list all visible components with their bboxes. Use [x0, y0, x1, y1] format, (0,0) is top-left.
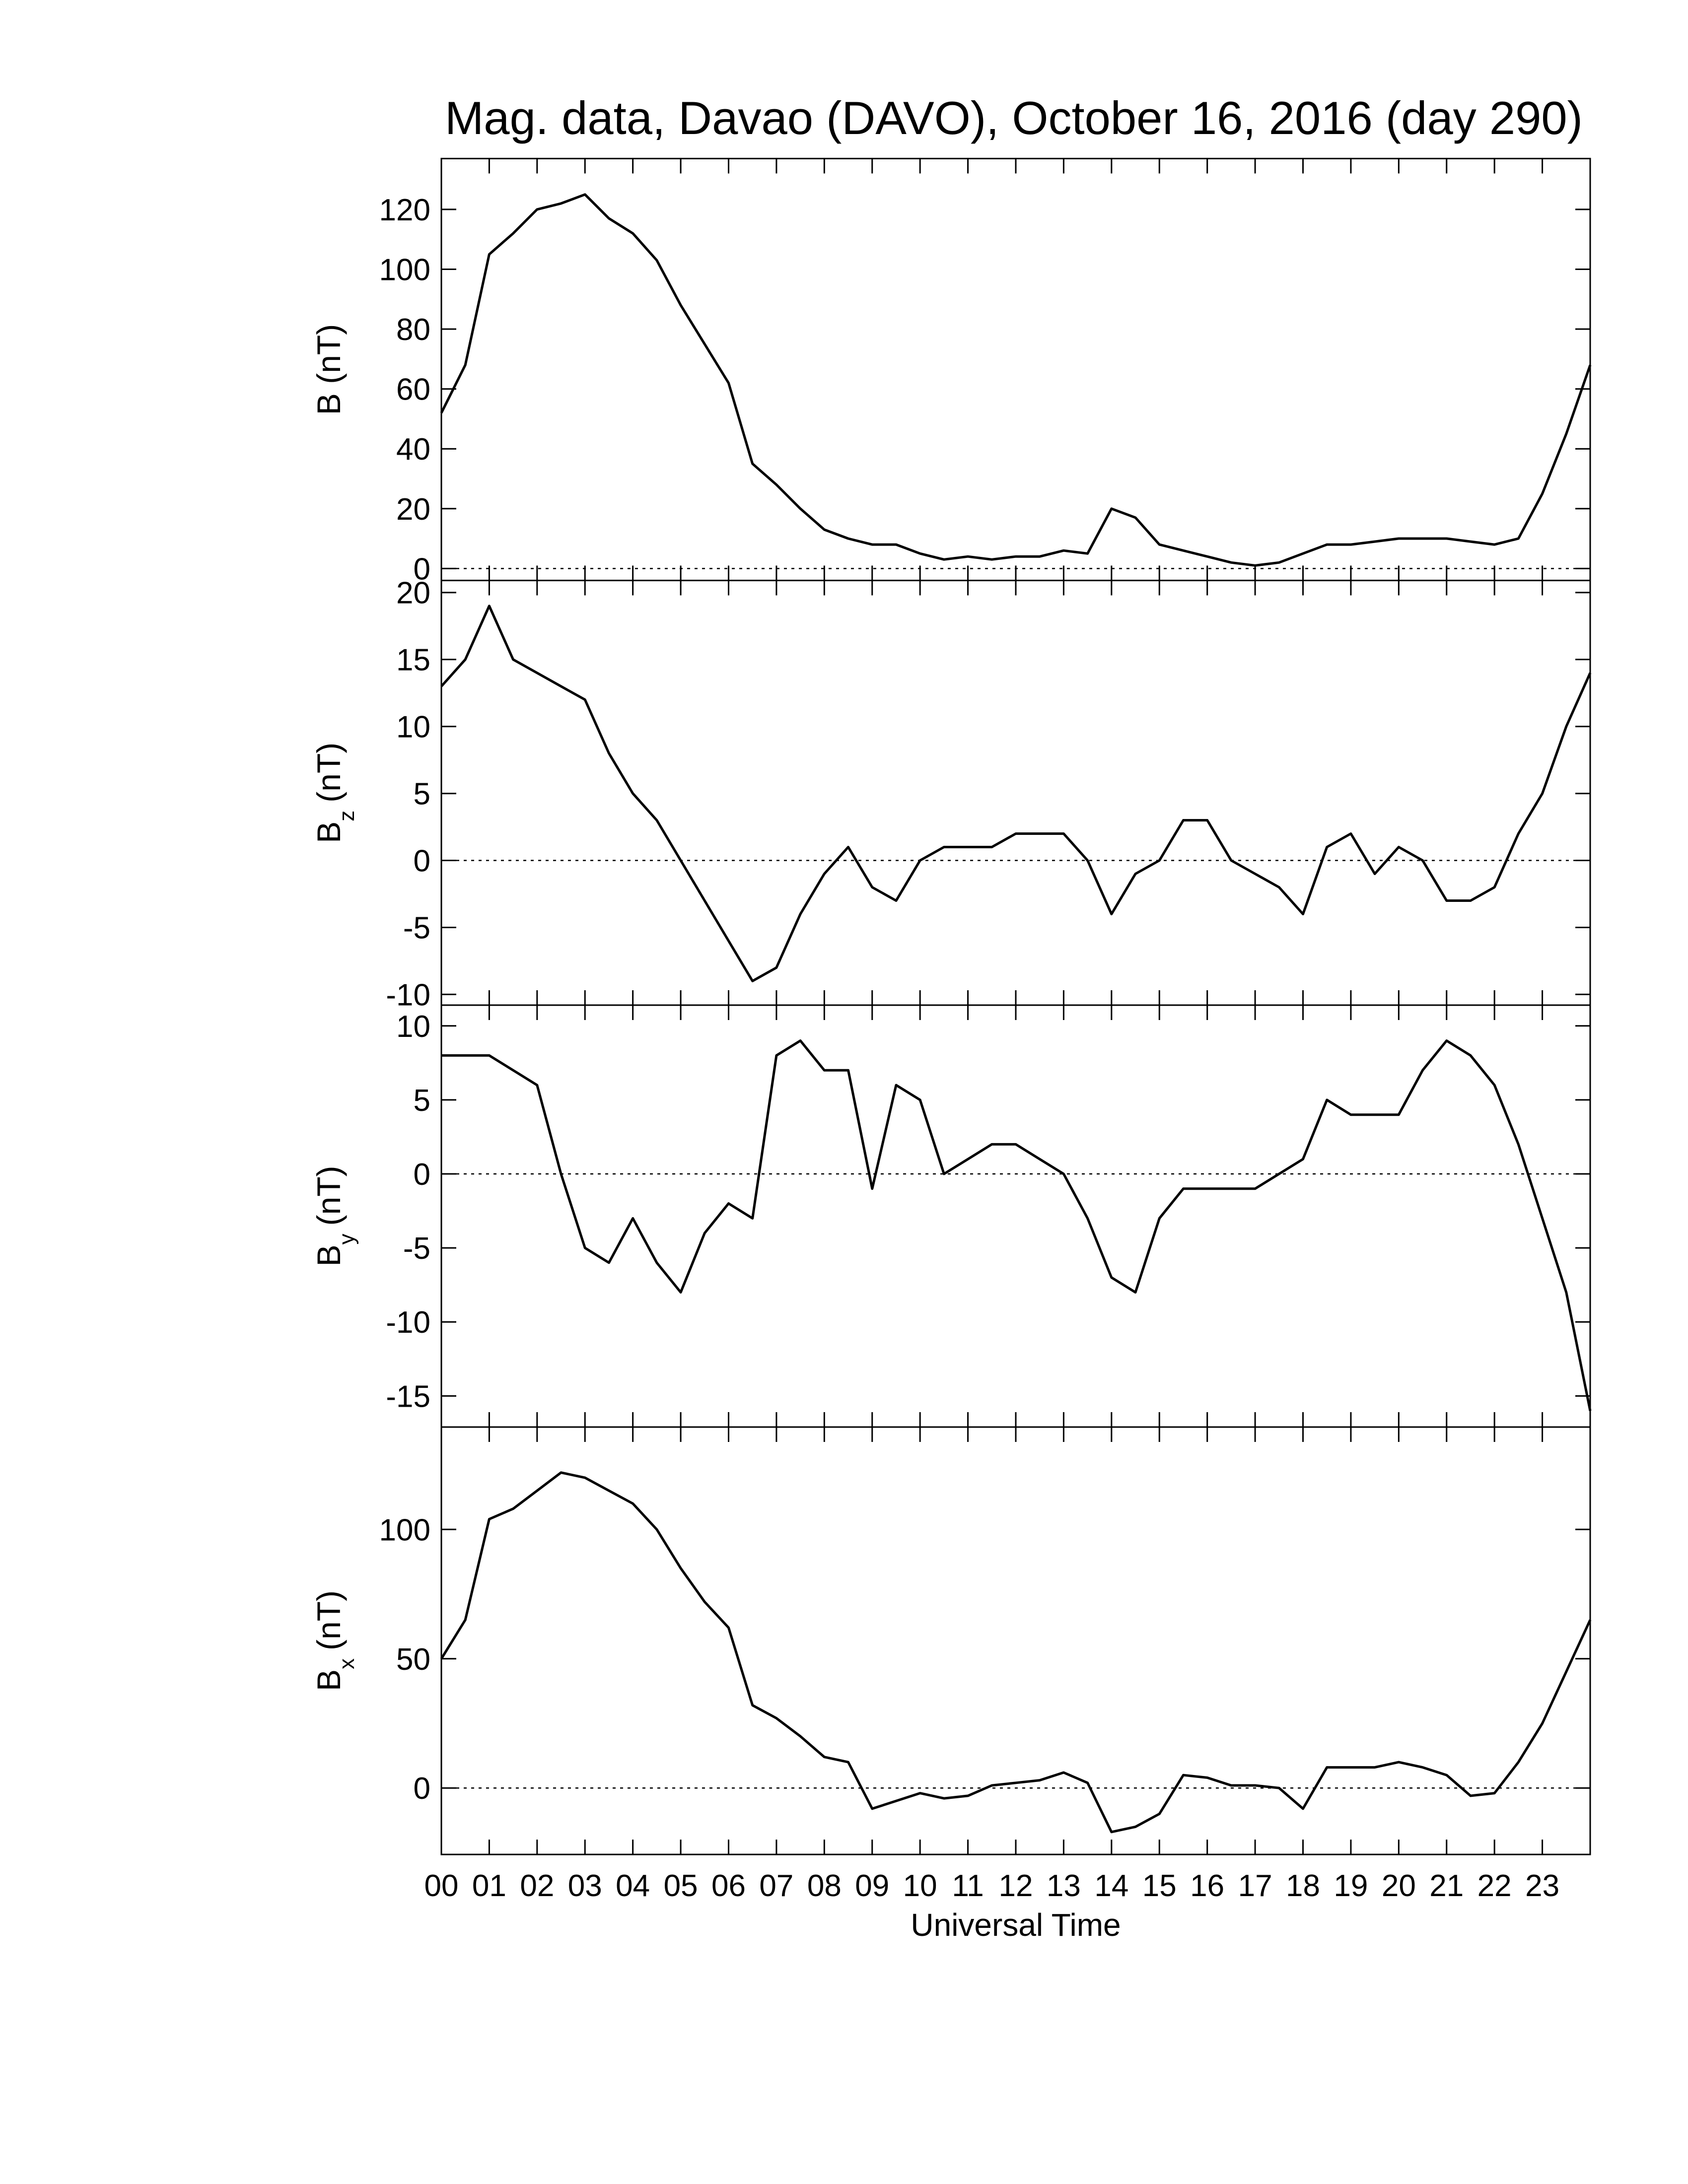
- y-tick-label: 20: [396, 492, 430, 527]
- y-tick-label: 50: [396, 1642, 430, 1677]
- y-tick-label: -5: [403, 911, 430, 945]
- data-line: [440, 1471, 1592, 1834]
- y-tick-label: 60: [396, 373, 430, 407]
- y-tick-label: 0: [414, 552, 430, 586]
- y-axis-label: By (nT): [310, 1165, 359, 1266]
- x-tick-label: 15: [1142, 1869, 1177, 1903]
- y-tick-label: -10: [386, 1305, 430, 1340]
- x-tick-label: 11: [952, 1869, 984, 1903]
- y-axis-label-part: (nT): [310, 1165, 347, 1226]
- y-tick-label: 5: [414, 1084, 430, 1118]
- y-tick-label: 100: [379, 1513, 430, 1547]
- y-tick-label: 10: [396, 710, 430, 745]
- y-tick-label: 100: [379, 253, 430, 287]
- data-line: [441, 1039, 1592, 1411]
- y-axis-label-part: B: [310, 1669, 347, 1691]
- plot-frame: [440, 579, 1591, 1006]
- x-tick-label: 13: [1047, 1869, 1081, 1903]
- y-tick-label: 0: [414, 844, 430, 879]
- y-tick-label: -15: [386, 1379, 430, 1414]
- y-tick-label: 80: [396, 313, 430, 347]
- y-tick-label: 40: [396, 432, 430, 467]
- x-tick-label: 17: [1238, 1869, 1272, 1903]
- x-tick-label: 16: [1190, 1869, 1224, 1903]
- data-line: [440, 193, 1592, 567]
- x-tick-label: 07: [759, 1869, 793, 1903]
- y-axis-label: Bz (nT): [310, 743, 359, 843]
- x-tick-label: 22: [1477, 1869, 1512, 1903]
- y-tick-label: -5: [403, 1231, 430, 1266]
- x-tick-label: 19: [1334, 1869, 1368, 1903]
- y-axis-label-part: x: [335, 1658, 359, 1669]
- chart-title: Mag. data, Davao (DAVO), October 16, 201…: [445, 92, 1583, 144]
- y-axis-label-part: (nT): [310, 1590, 347, 1650]
- x-tick-label: 10: [903, 1869, 937, 1903]
- plot-frame: [440, 1004, 1591, 1428]
- data-line: [440, 605, 1592, 982]
- x-tick-label: 21: [1429, 1869, 1464, 1903]
- y-axis-label-part: y: [335, 1233, 359, 1244]
- x-tick-label: 01: [472, 1869, 506, 1903]
- y-tick-label: 15: [396, 643, 430, 678]
- y-axis-label-part: B: [310, 1244, 347, 1266]
- y-axis-label-part: (nT): [310, 743, 347, 803]
- x-tick-label: 03: [568, 1869, 602, 1903]
- x-tick-label: 08: [807, 1869, 842, 1903]
- x-tick-label: 20: [1382, 1869, 1416, 1903]
- x-tick-label: 14: [1094, 1869, 1128, 1903]
- x-tick-label: 12: [999, 1869, 1033, 1903]
- y-axis-label-part: B (nT): [310, 324, 347, 415]
- x-axis-label: Universal Time: [911, 1907, 1121, 1943]
- y-tick-label: 0: [414, 1772, 430, 1806]
- y-axis-label-part: B: [310, 821, 347, 843]
- x-tick-label: 06: [711, 1869, 746, 1903]
- y-tick-label: 5: [414, 777, 430, 812]
- plot-frame: [440, 1426, 1591, 1855]
- y-axis-label: B (nT): [310, 324, 347, 415]
- y-tick-label: 0: [414, 1158, 430, 1192]
- x-tick-label: 09: [855, 1869, 889, 1903]
- y-tick-label: 120: [379, 193, 430, 227]
- x-tick-label: 05: [664, 1869, 698, 1903]
- x-tick-label: 00: [424, 1869, 459, 1903]
- y-tick-label: 20: [396, 576, 430, 611]
- y-axis-label-part: z: [335, 811, 359, 821]
- x-tick-label: 18: [1286, 1869, 1320, 1903]
- x-tick-label: 04: [616, 1869, 650, 1903]
- y-axis-label: Bx (nT): [310, 1590, 359, 1691]
- y-tick-label: 10: [396, 1010, 430, 1044]
- x-tick-label: 02: [520, 1869, 554, 1903]
- x-tick-label: 23: [1525, 1869, 1559, 1903]
- y-tick-label: -10: [386, 978, 430, 1012]
